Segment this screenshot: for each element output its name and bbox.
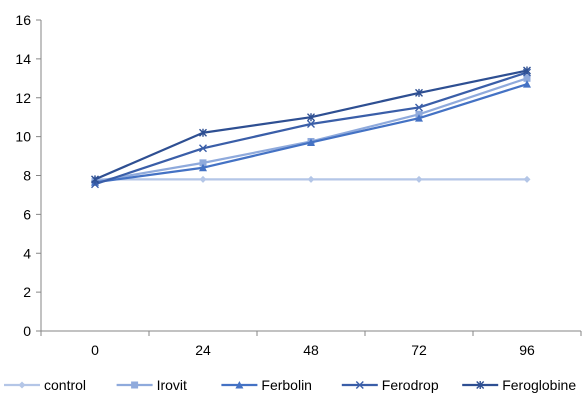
data-point-feroglobine — [307, 113, 315, 122]
series-line-ferodrop — [94, 71, 528, 186]
legend-marker — [131, 381, 139, 389]
data-point-ferodrop — [415, 103, 423, 112]
legend-item-ferbolin: Ferbolin — [221, 377, 312, 393]
data-point-ferodrop — [307, 119, 315, 128]
y-tick-label: 16 — [15, 12, 31, 28]
data-point-ferbolin — [415, 114, 423, 122]
y-tick-label: 10 — [15, 129, 31, 145]
series-control — [91, 175, 531, 183]
legend-item-ferodrop: Ferodrop — [341, 377, 439, 393]
series-feroglobine — [91, 66, 531, 184]
data-point-feroglobine — [415, 88, 423, 97]
data-point-ferodrop — [199, 144, 207, 153]
legend-label: Feroglobine — [502, 377, 576, 393]
legend-label: Irovit — [157, 377, 187, 393]
x-tick-label: 96 — [519, 342, 535, 358]
data-point-feroglobine — [523, 66, 531, 75]
data-point-control — [415, 175, 423, 183]
data-point-ferbolin — [523, 80, 531, 88]
data-point-irovit — [523, 74, 531, 82]
data-point-feroglobine — [91, 175, 99, 184]
legend-label: Ferbolin — [261, 377, 312, 393]
x-tick-label: 0 — [91, 342, 99, 358]
data-point-control — [199, 175, 207, 183]
legend-item-irovit: Irovit — [116, 377, 187, 393]
y-tick-label: 12 — [15, 90, 31, 106]
data-point-feroglobine — [199, 128, 207, 137]
legend-label: control — [44, 377, 86, 393]
y-tick-label: 6 — [23, 206, 31, 222]
x-tick-label: 24 — [195, 342, 211, 358]
legend: control Irovit Ferbolin Ferodrop Feroglobine — [4, 377, 576, 393]
data-point-ferbolin — [199, 163, 207, 172]
series-irovit — [91, 74, 531, 185]
y-tick-label: 8 — [23, 168, 31, 184]
legend-marker — [235, 381, 244, 389]
series-layer — [91, 66, 531, 189]
y-tick-label: 0 — [23, 323, 31, 339]
x-tick-label: 72 — [411, 342, 427, 358]
legend-label: Ferodrop — [382, 377, 439, 393]
legend-marker — [476, 381, 485, 389]
y-tick-label: 14 — [15, 51, 31, 67]
legend-item-feroglobine: Feroglobine — [462, 377, 576, 393]
y-tick-label: 2 — [23, 284, 31, 300]
data-point-control — [523, 175, 531, 183]
legend-marker — [18, 381, 26, 389]
y-tick-label: 4 — [23, 245, 31, 261]
data-point-control — [307, 175, 315, 183]
data-point-ferbolin — [307, 138, 315, 146]
data-point-irovit — [199, 159, 207, 167]
x-tick-label: 48 — [303, 342, 319, 358]
legend-marker — [355, 381, 364, 389]
legend-item-control: control — [4, 377, 86, 393]
